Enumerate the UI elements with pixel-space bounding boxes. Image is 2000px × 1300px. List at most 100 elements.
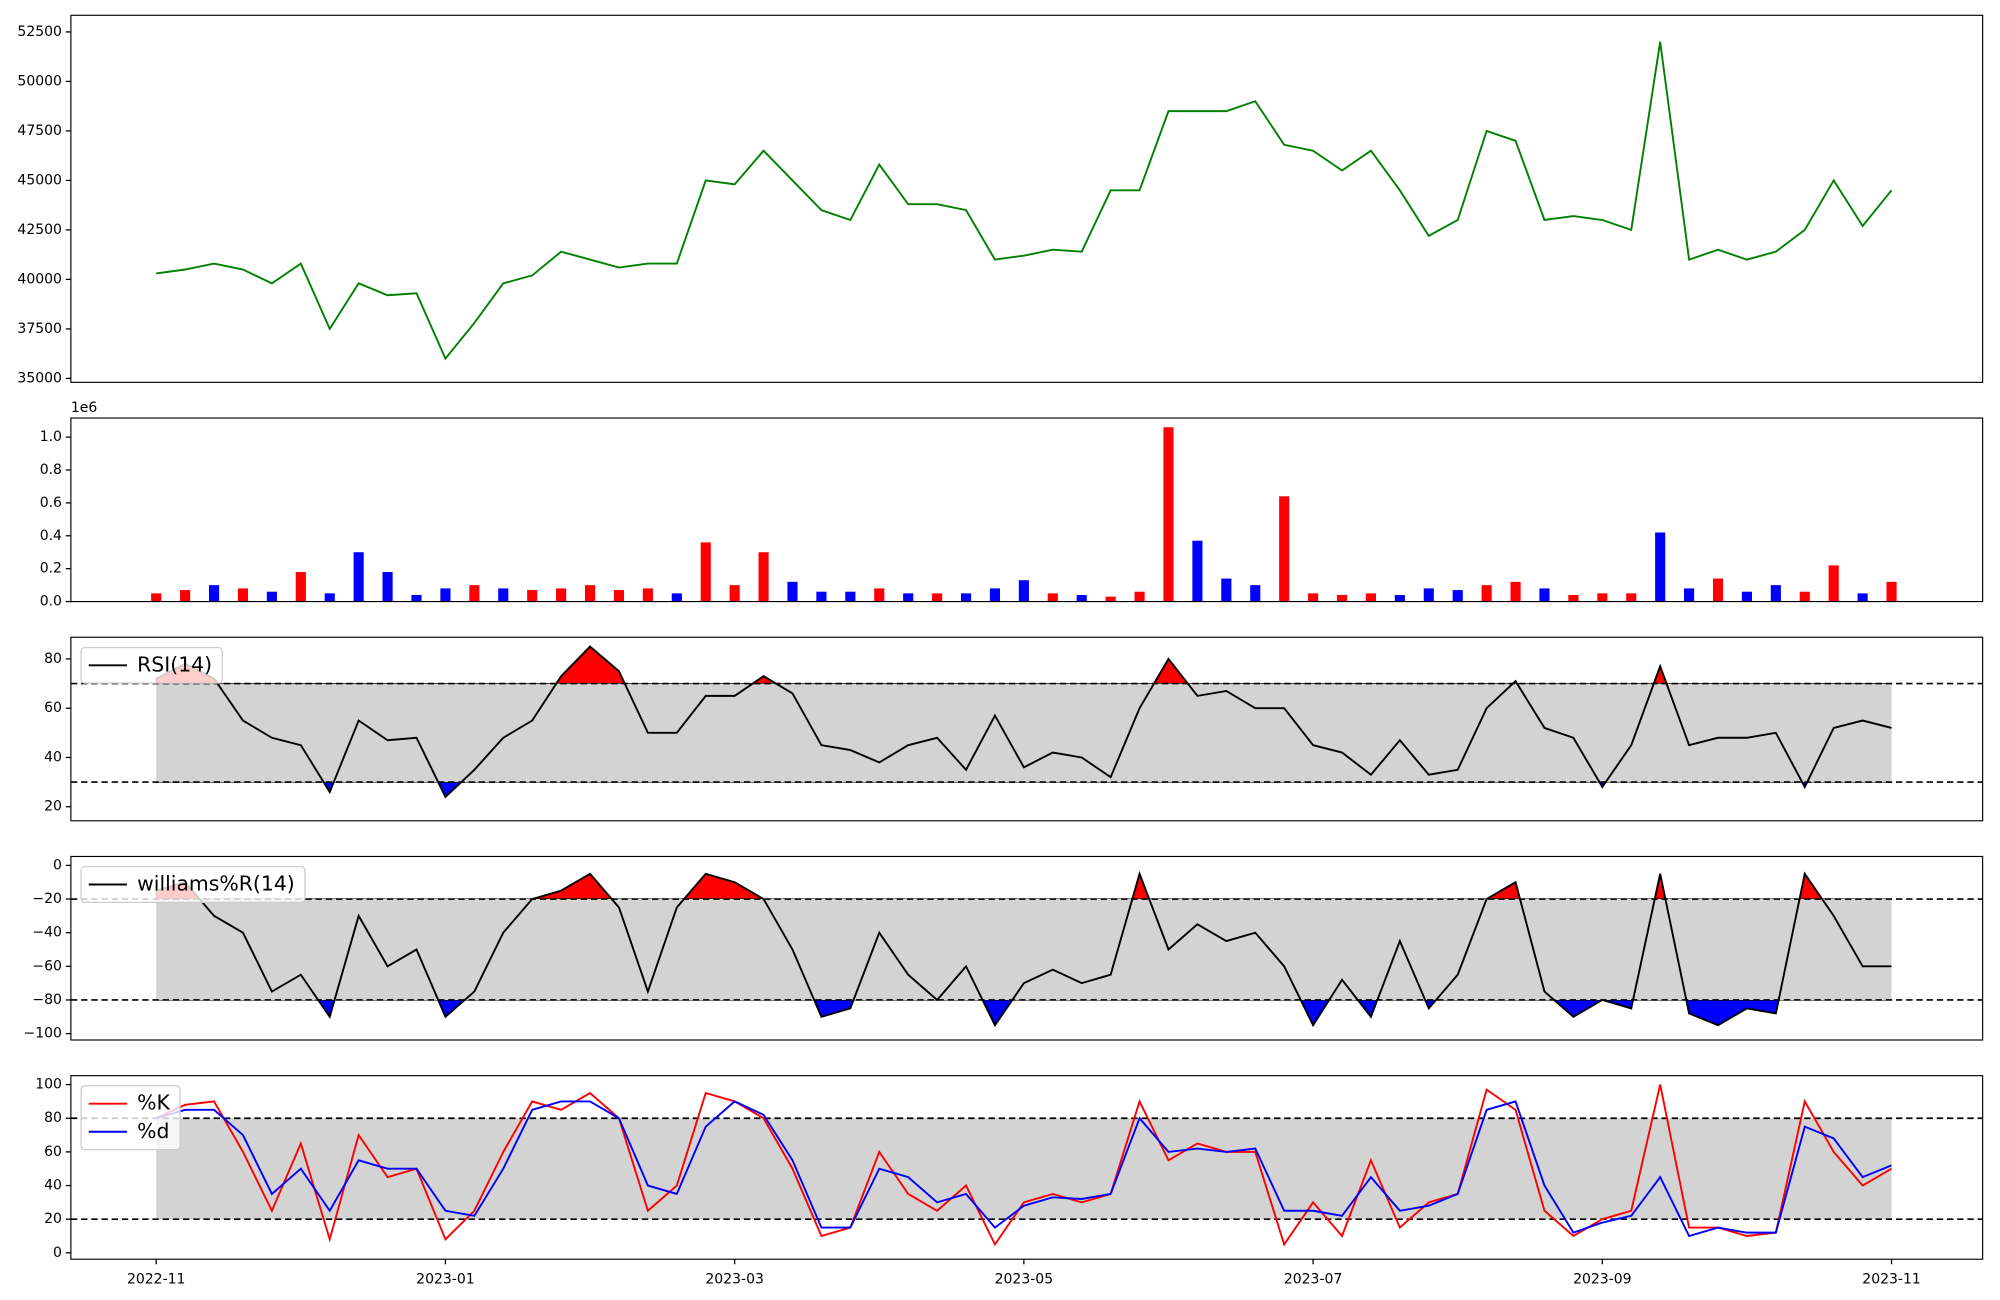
- volume-bar: [266, 591, 277, 602]
- volume-bar: [1684, 588, 1695, 602]
- y-tick-label: 100: [35, 1077, 62, 1093]
- y-tick-label: 60: [44, 1144, 62, 1160]
- overbought-fill: [155, 872, 1893, 900]
- y-tick-label: −100: [24, 1026, 62, 1042]
- y-tick-label: −60: [32, 958, 62, 974]
- volume-bar: [237, 588, 249, 602]
- line: [156, 41, 1893, 361]
- volume-bar: [295, 571, 306, 602]
- volume-bar: [1539, 588, 1550, 602]
- volume-bar: [989, 588, 1001, 602]
- volume-bar: [613, 590, 625, 602]
- volume-bar: [1279, 496, 1290, 602]
- x-tick-label: 2023-11: [1862, 1272, 1921, 1288]
- y-tick-label: 52500: [17, 24, 62, 40]
- x-tick-label: 2022-11: [127, 1272, 186, 1288]
- volume-bar: [1712, 578, 1724, 602]
- volume-bar: [1018, 580, 1029, 602]
- volume-bar: [1365, 593, 1377, 602]
- legend-label: williams%R(14): [137, 872, 295, 896]
- y-tick-label: 0.2: [40, 561, 62, 577]
- y-tick-label: 80: [44, 651, 62, 667]
- y-tick-label: 0: [53, 857, 62, 873]
- x-tick-label: 2023-07: [1284, 1272, 1343, 1288]
- volume-bar: [1221, 578, 1232, 602]
- volume-bar: [903, 593, 914, 602]
- volume-bar: [1452, 590, 1463, 602]
- volume-bar: [729, 585, 740, 602]
- volume-bar: [1828, 565, 1839, 602]
- volume-bar: [527, 590, 538, 602]
- legend: williams%R(14): [80, 866, 306, 903]
- volume-bar: [1394, 594, 1405, 602]
- volume-bar: [1655, 532, 1666, 602]
- legend-box: [80, 646, 223, 684]
- y-tick-label: −20: [32, 891, 62, 907]
- y-tick-label: −80: [32, 992, 62, 1008]
- volume-bar: [1336, 594, 1348, 602]
- volume-bar: [324, 593, 335, 602]
- volume-bar: [1597, 593, 1608, 602]
- legend: %K %d: [80, 1085, 181, 1151]
- oversold-fill: [155, 999, 1893, 1027]
- volume-bar: [1510, 581, 1521, 602]
- volume-bar: [440, 588, 451, 602]
- y-tick-label: 0.6: [40, 495, 62, 511]
- line: [155, 870, 1892, 1028]
- y-tick-label: 20: [44, 799, 62, 815]
- volume-bar: [1163, 427, 1174, 602]
- legend: RSI(14): [80, 646, 223, 684]
- volume-bar: [498, 588, 509, 602]
- volume-bar: [932, 593, 943, 602]
- y-tick-label: 60: [44, 700, 62, 716]
- volume-bar: [787, 581, 798, 602]
- legend-label: %K: [137, 1091, 170, 1115]
- y-tick-label: 0.8: [40, 462, 62, 478]
- volume-bar: [208, 585, 220, 602]
- volume-bar: [1192, 540, 1203, 602]
- y-tick-label: 50000: [17, 73, 62, 89]
- volume-bar: [1105, 596, 1116, 602]
- volume-bar: [584, 585, 596, 602]
- y-tick-label: 45000: [17, 172, 62, 188]
- volume-bar: [1047, 593, 1058, 602]
- volume-bar: [642, 588, 653, 602]
- y-tick-label: 0.4: [40, 528, 62, 544]
- volume-bar: [1799, 591, 1810, 602]
- volume-bar: [1741, 591, 1752, 602]
- overbought-fill: [155, 645, 1893, 684]
- line: [155, 645, 1892, 799]
- volume-bar: [1076, 594, 1087, 602]
- volume-bar: [700, 542, 711, 602]
- volume-bar: [353, 552, 364, 602]
- legend-label: RSI(14): [137, 652, 212, 676]
- line: [155, 1084, 1893, 1247]
- axes-frame: [70, 855, 1984, 1041]
- volume-bar: [1770, 585, 1781, 602]
- volume-bar: [1568, 594, 1579, 602]
- volume-bar: [1308, 593, 1319, 602]
- x-tick-label: 2023-01: [416, 1272, 475, 1288]
- y-tick-label: 40: [44, 749, 62, 765]
- y-tick-label: 37500: [17, 321, 62, 337]
- volume-bar: [1626, 593, 1637, 602]
- volume-bar: [1481, 585, 1492, 602]
- line: [155, 1100, 1892, 1238]
- volume-bar: [874, 588, 885, 602]
- volume-bar: [151, 593, 162, 602]
- volume-bar: [1886, 581, 1897, 602]
- y-tick-label: 40000: [17, 271, 62, 287]
- volume-bar: [1857, 593, 1868, 602]
- y-tick-label: 20: [44, 1211, 62, 1227]
- volume-bar: [1423, 588, 1434, 602]
- x-tick-label: 2023-05: [995, 1272, 1054, 1288]
- y-tick-label: 40: [44, 1178, 62, 1194]
- y-tick-label: −40: [32, 925, 62, 941]
- volume-bar: [1134, 591, 1145, 602]
- axes-frame: [70, 417, 1984, 603]
- legend-label: %d: [137, 1119, 169, 1143]
- volume-bar: [758, 552, 769, 602]
- volume-bar: [411, 594, 422, 602]
